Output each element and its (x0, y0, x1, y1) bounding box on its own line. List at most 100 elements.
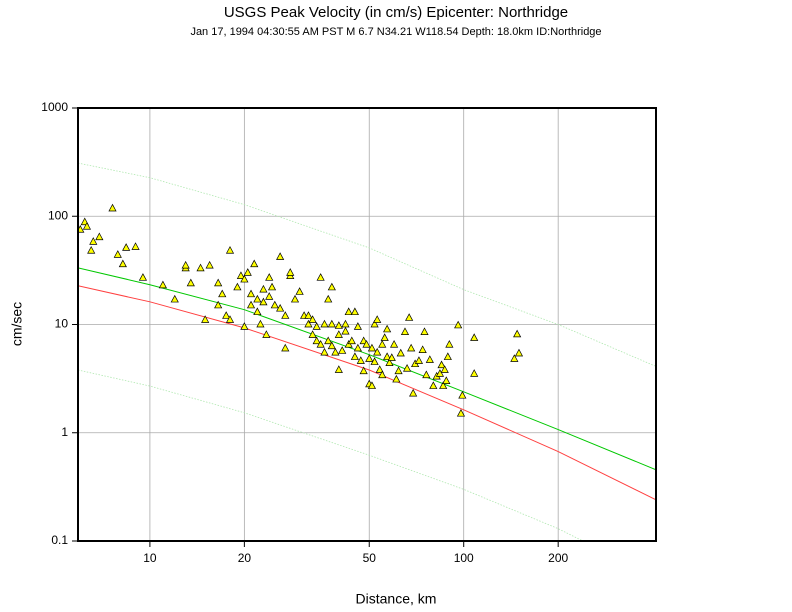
point (373, 347, 382, 356)
point (290, 294, 300, 303)
y-tick-label: 10 (55, 317, 69, 331)
point (409, 388, 418, 397)
point (341, 326, 350, 335)
point (370, 319, 379, 328)
point (400, 327, 410, 335)
point (259, 297, 268, 306)
point (420, 327, 429, 335)
point (383, 352, 392, 360)
point (286, 268, 295, 276)
point (440, 365, 449, 373)
point (370, 357, 379, 365)
point (276, 252, 285, 260)
point (350, 352, 359, 360)
x-tick-label: 10 (143, 551, 157, 565)
point (320, 319, 329, 328)
point (262, 330, 271, 338)
point (445, 340, 454, 348)
point (331, 347, 340, 356)
point (338, 346, 347, 354)
point (108, 203, 117, 212)
point (356, 356, 365, 364)
point (359, 366, 368, 375)
point (82, 222, 92, 230)
point (246, 300, 256, 309)
point (320, 347, 329, 356)
x-tick-label: 20 (238, 551, 252, 565)
point (276, 303, 285, 312)
point (95, 232, 104, 241)
point (513, 329, 522, 338)
point (295, 287, 304, 295)
x-tick-label: 100 (454, 551, 474, 565)
point (214, 278, 223, 287)
point (390, 340, 399, 348)
point (205, 260, 214, 269)
point (118, 259, 127, 268)
point (373, 315, 382, 323)
x-axis-label: Distance, km (356, 591, 437, 607)
point (394, 366, 403, 375)
x-tick-label: 50 (363, 551, 377, 565)
point (353, 343, 362, 352)
point (365, 354, 374, 362)
point (375, 365, 384, 373)
point (122, 243, 131, 251)
point (324, 294, 333, 303)
point (304, 319, 313, 328)
point (265, 292, 274, 300)
point (347, 336, 356, 345)
y-tick-label: 0.1 (51, 533, 68, 547)
point (405, 313, 414, 321)
point (353, 322, 362, 330)
point (236, 271, 246, 279)
point (316, 340, 325, 348)
point (378, 370, 387, 379)
curve (78, 162, 656, 367)
point (327, 282, 336, 291)
y-axis-label: cm/sec (9, 302, 25, 346)
point (253, 294, 262, 303)
point (334, 330, 343, 338)
point (246, 289, 256, 298)
point (456, 408, 466, 417)
point (250, 259, 259, 268)
point (418, 345, 427, 353)
point (443, 352, 452, 360)
point (327, 341, 336, 350)
point (240, 322, 249, 330)
point (113, 250, 122, 258)
point (442, 376, 451, 384)
point (253, 307, 262, 316)
point (367, 343, 377, 352)
point (422, 370, 431, 379)
point (265, 273, 274, 281)
point (362, 340, 371, 348)
point (270, 300, 279, 309)
point (402, 364, 412, 372)
point (383, 324, 392, 333)
x-tick-label: 200 (548, 551, 568, 565)
point (425, 355, 434, 363)
point (201, 315, 210, 323)
y-tick-label: 1000 (41, 100, 68, 114)
point (225, 315, 235, 323)
point (181, 260, 190, 269)
point (458, 390, 467, 399)
point (470, 369, 479, 377)
point (281, 311, 290, 319)
point (437, 360, 446, 369)
point (324, 336, 333, 345)
point (214, 300, 223, 309)
point (138, 273, 148, 281)
plot-area (78, 162, 656, 541)
point (396, 348, 405, 357)
point (196, 263, 205, 272)
point (308, 330, 317, 338)
point (308, 315, 317, 323)
point (387, 353, 396, 361)
point (304, 311, 313, 319)
point (350, 307, 359, 316)
point (392, 374, 401, 383)
